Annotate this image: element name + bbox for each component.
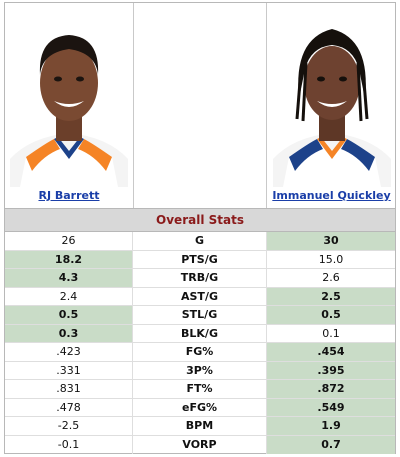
stat-left-value: .423: [5, 343, 133, 361]
stat-label: AST/G: [181, 289, 218, 303]
stat-label: 3P%: [186, 363, 213, 377]
stat-left-value: .331: [5, 361, 133, 379]
player-comparison-panel: RJ Barrett Immanuel Quickley: [4, 2, 396, 454]
stat-left-value: 18.2: [5, 250, 133, 268]
stat-right-value: 30: [266, 232, 395, 250]
stat-row-fg: .423 FG% .454: [5, 343, 395, 362]
stat-left-value: -2.5: [5, 417, 133, 435]
player-right-photo: [273, 9, 391, 187]
stat-row-g: 26 G 30: [5, 232, 395, 251]
stat-right-value: .454: [266, 343, 395, 361]
stat-left-value: 0.5: [5, 306, 133, 324]
stats-table: 26 G 30 18.2 PTS/G 15.0 4.3 TRB/G 2.6 2.…: [5, 232, 395, 454]
stat-left-value: -0.1: [5, 435, 133, 454]
stat-row-ast: 2.4 AST/G 2.5: [5, 287, 395, 306]
stat-right-value: 2.6: [266, 269, 395, 287]
stat-row-3p: .331 3P% .395: [5, 361, 395, 380]
stat-label: FG%: [185, 345, 214, 358]
stat-label: FT%: [186, 382, 213, 395]
stat-label: G: [194, 234, 205, 247]
stat-left-value: 26: [5, 232, 133, 250]
stat-right-value: 0.5: [266, 306, 395, 324]
stat-right-value: .549: [266, 398, 395, 416]
player-right-name[interactable]: Immanuel Quickley: [272, 189, 391, 202]
stat-right-value: 1.9: [266, 417, 395, 435]
stat-left-value: 2.4: [5, 287, 133, 305]
stat-left-value: .831: [5, 380, 133, 398]
stat-row-vorp: -0.1 VORP 0.7: [5, 435, 395, 454]
stat-label: BLK/G: [181, 326, 218, 340]
stat-label: eFG%: [181, 400, 218, 414]
stat-row-ft: .831 FT% .872: [5, 380, 395, 399]
stat-left-value: 4.3: [5, 269, 133, 287]
stat-label: STL/G: [181, 308, 218, 321]
stat-right-value: 0.1: [266, 324, 395, 342]
stat-row-bpm: -2.5 BPM 1.9: [5, 417, 395, 436]
players-header: RJ Barrett Immanuel Quickley: [5, 3, 395, 208]
stat-label: BPM: [185, 419, 214, 432]
stat-label: TRB/G: [180, 271, 219, 284]
stat-row-blk: 0.3 BLK/G 0.1: [5, 324, 395, 343]
stat-row-pts: 18.2 PTS/G 15.0: [5, 250, 395, 269]
stat-left-value: .478: [5, 398, 133, 416]
stat-label: PTS/G: [181, 252, 218, 266]
player-left-cell: RJ Barrett: [5, 3, 134, 208]
stat-right-value: .395: [266, 361, 395, 379]
stat-row-efg: .478 eFG% .549: [5, 398, 395, 417]
section-title: Overall Stats: [5, 208, 395, 232]
stat-right-value: 2.5: [266, 287, 395, 305]
stat-right-value: 15.0: [266, 250, 395, 268]
stat-row-trb: 4.3 TRB/G 2.6: [5, 269, 395, 288]
player-left-photo: [10, 9, 128, 187]
players-spacer: [134, 3, 266, 208]
stat-right-value: .872: [266, 380, 395, 398]
player-right-cell: Immanuel Quickley: [266, 3, 396, 208]
stat-right-value: 0.7: [266, 435, 395, 454]
stat-label: VORP: [182, 437, 217, 451]
stat-row-stl: 0.5 STL/G 0.5: [5, 306, 395, 325]
stat-left-value: 0.3: [5, 324, 133, 342]
player-left-name[interactable]: RJ Barrett: [38, 189, 100, 202]
